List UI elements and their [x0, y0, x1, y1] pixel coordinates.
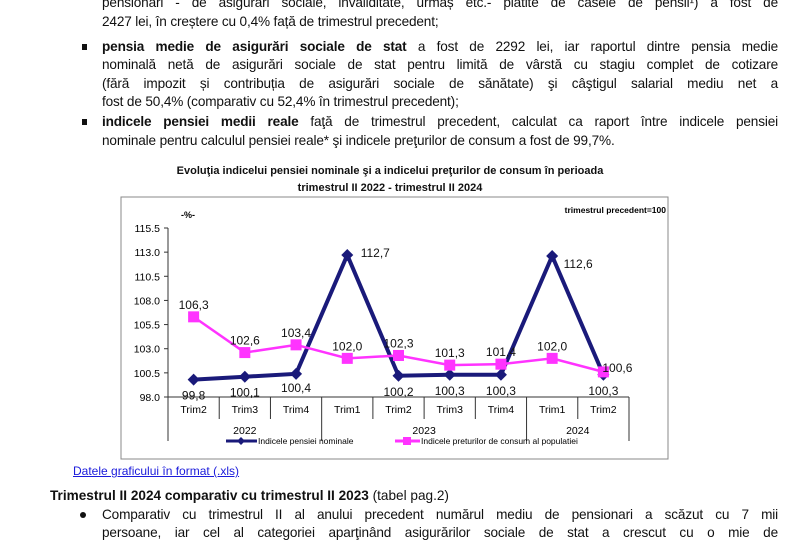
- data-label: 100,6: [602, 361, 632, 375]
- data-label: 100,1: [230, 386, 260, 400]
- data-point-cpi: [495, 358, 507, 370]
- bullet-icon: [82, 44, 87, 50]
- text-line: pensionari - de asigurări sociale, inval…: [102, 0, 778, 10]
- base-note: trimestrul precedent=100: [565, 205, 667, 215]
- data-label: 100,3: [486, 384, 516, 398]
- data-point-cpi: [444, 359, 456, 371]
- data-point-pension: [494, 368, 507, 381]
- data-label: 102,3: [383, 336, 413, 350]
- data-point-pension: [341, 249, 354, 262]
- data-point-pension: [392, 369, 405, 382]
- y-tick-label: 110.5: [135, 271, 161, 283]
- data-point-pension: [443, 368, 456, 381]
- x-tick-label: Trim3: [436, 404, 463, 416]
- data-point-cpi: [290, 339, 302, 351]
- text: a fost de 2292 lei, iar raportul dintre …: [406, 39, 778, 54]
- text-line: persoane, iar cel al categoriei aparţinâ…: [102, 525, 778, 540]
- data-label: 101,4: [486, 345, 516, 359]
- data-label: 100,4: [281, 381, 311, 395]
- text: faţă de trimestrul precedent, calculat c…: [298, 114, 779, 129]
- x-tick-label: Trim3: [232, 404, 259, 416]
- y-tick-label: 113.0: [135, 247, 161, 259]
- heading-bold: Trimestrul II 2024 comparativ cu trimest…: [50, 488, 369, 503]
- chart-frame: [120, 196, 669, 460]
- text-line: 2427 lei, în creștere cu 0,4% față de tr…: [102, 14, 439, 29]
- x-tick-label: Trim1: [334, 404, 361, 416]
- legend-marker-pension: [237, 437, 245, 445]
- bullet-real-pension: indicele pensiei medii reale faţă de tri…: [102, 113, 778, 131]
- legend-marker-cpi: [403, 437, 411, 445]
- data-label: 102,0: [332, 339, 362, 353]
- y-tick-label: 100.5: [134, 368, 160, 380]
- x-tick-label: Trim4: [283, 404, 310, 416]
- year-label: 2024: [566, 425, 590, 437]
- data-point-cpi: [597, 366, 609, 378]
- chart-data-xls-link[interactable]: Datele graficului în format (.xls): [73, 464, 240, 478]
- data-point-pension: [238, 370, 251, 383]
- year-label: 2023: [412, 425, 436, 437]
- legend-label-pension: Indicele pensiei nominale: [258, 436, 354, 446]
- x-tick-label: Trim2: [385, 404, 412, 416]
- chart-title: Evoluţia indicelui pensiei nominale şi a…: [176, 165, 604, 177]
- data-label: 103,4: [281, 326, 311, 340]
- data-point-cpi: [239, 347, 251, 359]
- chart-subtitle: trimestrul II 2022 - trimestrul II 2024: [297, 182, 483, 194]
- data-point-pension: [546, 250, 559, 263]
- data-label: 100,3: [435, 384, 465, 398]
- data-label: 100,3: [588, 384, 618, 398]
- data-point-cpi: [546, 352, 558, 364]
- legend-label-cpi: Indicele preturilor de consum al populat…: [421, 436, 578, 446]
- x-tick-label: Trim2: [590, 404, 617, 416]
- x-tick-label: Trim1: [539, 404, 566, 416]
- section-heading: Trimestrul II 2024 comparativ cu trimest…: [50, 488, 449, 503]
- x-tick-label: Trim2: [180, 404, 207, 416]
- y-tick-label: 115.5: [135, 223, 161, 235]
- data-label: 102,6: [230, 334, 260, 348]
- bold-term: indicele pensiei medii reale: [102, 114, 299, 129]
- text-line: Comparativ cu trimestrul II al anului pr…: [102, 507, 778, 522]
- data-label: 112,6: [564, 257, 593, 271]
- text-line: fost de 50,4% (comparativ cu 52,4% în tr…: [102, 94, 459, 109]
- y-tick-label: 98.0: [140, 392, 161, 404]
- data-label: 100,2: [383, 385, 413, 399]
- data-point-cpi: [188, 311, 200, 323]
- bullet-pension-average: pensia medie de asigurări sociale de sta…: [102, 38, 778, 56]
- bold-term: pensia medie de asigurări sociale de sta…: [102, 39, 407, 54]
- data-point-cpi: [393, 349, 404, 361]
- bullet-icon: [80, 512, 86, 518]
- data-point-pension: [187, 373, 200, 386]
- unit-label: -%-: [181, 210, 195, 220]
- y-tick-label: 103.0: [134, 344, 160, 356]
- data-point-cpi: [341, 352, 353, 364]
- y-tick-label: 108.0: [134, 295, 160, 307]
- data-label: 101,3: [435, 346, 465, 360]
- data-point-pension: [290, 367, 303, 380]
- heading-note: (tabel pag.2): [368, 488, 449, 503]
- data-label: 102,0: [537, 339, 567, 353]
- text-line: nominale pentru calculul pensiei reale* …: [102, 133, 615, 148]
- data-label: 106,3: [179, 298, 209, 312]
- data-label: 112,7: [361, 246, 390, 260]
- text-line: (fără impozit și contribuția de asigurăr…: [102, 76, 778, 91]
- text-line: nominală netă de asigurări sociale de st…: [102, 57, 778, 72]
- year-label: 2022: [233, 425, 257, 437]
- data-label: 99,8: [182, 389, 206, 403]
- y-tick-label: 105.5: [134, 320, 160, 332]
- x-tick-label: Trim4: [488, 404, 515, 416]
- bullet-icon: [82, 119, 87, 125]
